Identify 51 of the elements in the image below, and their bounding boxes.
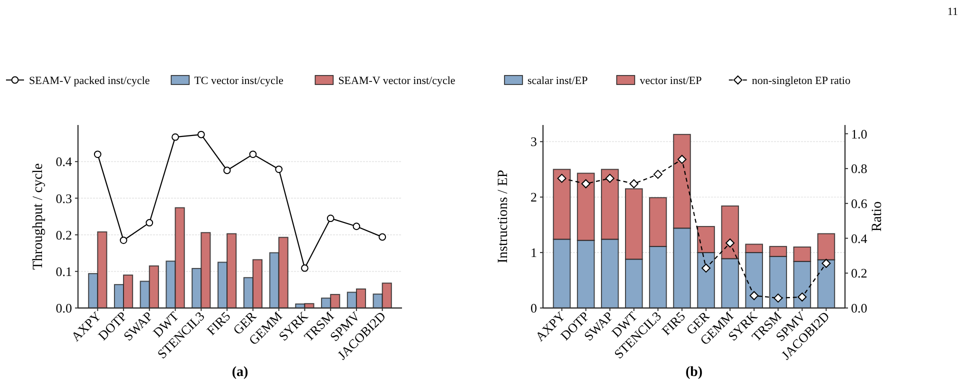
legend-label: SEAM-V packed inst/cycle (29, 74, 150, 87)
y-axis-title: Instructions / EP (496, 170, 511, 264)
point (798, 292, 807, 302)
point (726, 238, 735, 248)
legend-label: TC vector inst/cycle (194, 74, 284, 87)
point (557, 174, 566, 183)
legend-label: SEAM-V vector inst/cycle (338, 74, 456, 87)
point (326, 214, 334, 222)
point (822, 258, 831, 268)
point (702, 264, 711, 273)
point (197, 130, 205, 138)
legend-label: scalar inst/EP (528, 74, 588, 87)
y2-axis-title: Ratio (870, 201, 885, 232)
y-tick-label: 0.2 (56, 227, 72, 242)
point (774, 294, 783, 303)
y-axis-title: Throughput / cycle (31, 163, 46, 270)
y-tick-label: 2 (530, 190, 537, 205)
y-tick-label: 3 (530, 134, 537, 150)
legend-label: non-singleton EP ratio (752, 74, 851, 87)
y2-tick-label: 0.8 (851, 161, 868, 176)
point (629, 179, 638, 188)
point (249, 150, 257, 158)
point (94, 150, 102, 158)
point (378, 233, 386, 241)
y2-tick-label: 0.2 (851, 266, 868, 281)
text: 11 (947, 6, 958, 18)
point (301, 264, 308, 272)
point (146, 219, 154, 226)
point (172, 133, 179, 141)
text: (b) (685, 365, 703, 380)
point (677, 154, 686, 164)
point (223, 166, 231, 174)
y2-tick-label: 0.0 (851, 300, 868, 316)
point (352, 222, 360, 230)
y-tick-label: 0.4 (56, 154, 72, 170)
text: (a) (232, 365, 248, 380)
y-tick-label: 0.1 (56, 264, 72, 279)
point (581, 179, 590, 188)
y2-tick-label: 0.6 (851, 196, 868, 211)
point (275, 166, 283, 173)
y-tick-label: 1 (530, 245, 537, 260)
point (653, 170, 662, 179)
y-tick-label: 0.0 (56, 300, 72, 316)
y-tick-label: 0.3 (56, 190, 72, 206)
y2-tick-label: 0.4 (851, 230, 868, 246)
legend-label: vector inst/EP (640, 74, 702, 87)
point (120, 236, 128, 244)
y-tick-label: 0 (530, 300, 537, 316)
point (750, 291, 759, 300)
point (605, 174, 614, 183)
y2-tick-label: 1.0 (851, 126, 868, 142)
